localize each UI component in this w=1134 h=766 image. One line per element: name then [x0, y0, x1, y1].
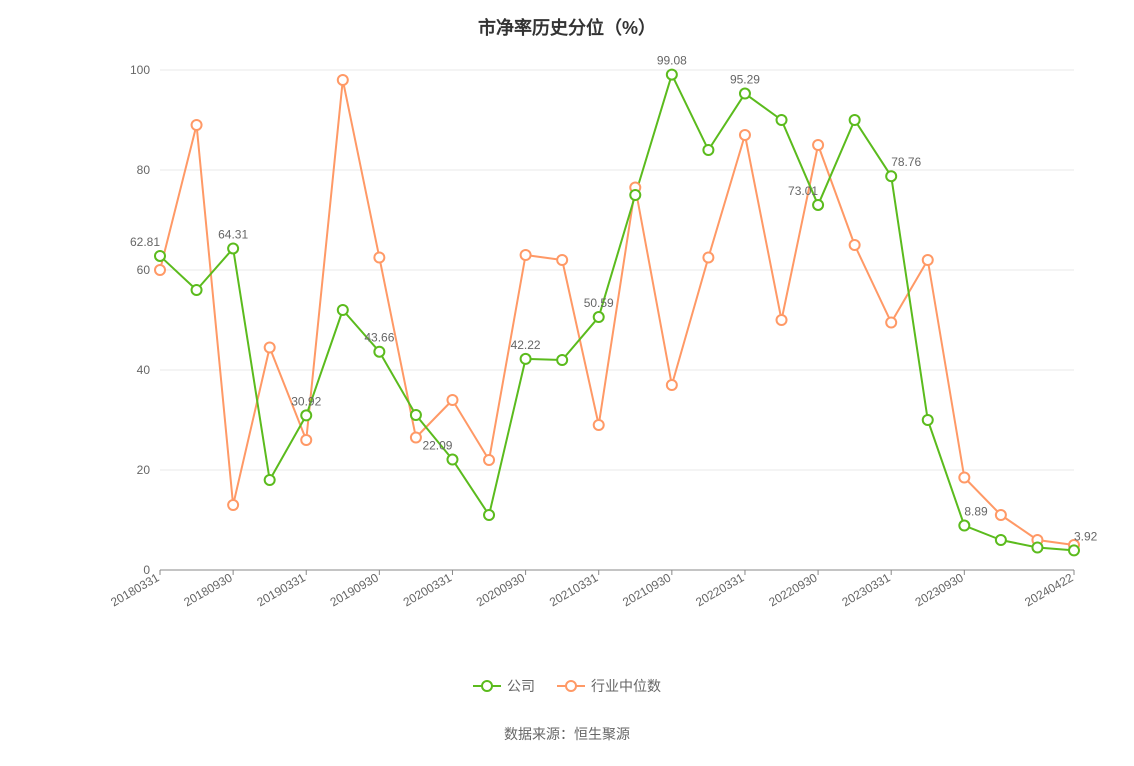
svg-text:20220331: 20220331 — [693, 570, 747, 609]
svg-text:20180331: 20180331 — [108, 570, 162, 609]
svg-text:20210331: 20210331 — [547, 570, 601, 609]
svg-text:20190930: 20190930 — [328, 570, 382, 609]
legend-label-industry: 行业中位数 — [591, 676, 661, 696]
svg-text:3.92: 3.92 — [1074, 529, 1098, 543]
legend-marker-industry — [557, 679, 585, 693]
svg-text:40: 40 — [137, 363, 151, 377]
svg-text:62.81: 62.81 — [130, 235, 160, 249]
svg-text:20: 20 — [137, 463, 151, 477]
legend-item-industry[interactable]: 行业中位数 — [557, 676, 661, 696]
svg-text:20190331: 20190331 — [255, 570, 309, 609]
svg-text:73.01: 73.01 — [788, 184, 818, 198]
svg-text:22.09: 22.09 — [422, 439, 452, 453]
svg-text:20200930: 20200930 — [474, 570, 528, 609]
svg-text:30.92: 30.92 — [291, 394, 321, 408]
chart-container: 市净率历史分位（%） 02040608010020180331201809302… — [0, 0, 1134, 766]
svg-text:20230331: 20230331 — [839, 570, 893, 609]
svg-text:64.31: 64.31 — [218, 227, 248, 241]
svg-text:43.66: 43.66 — [364, 331, 394, 345]
svg-text:20180930: 20180930 — [181, 570, 235, 609]
svg-text:42.22: 42.22 — [511, 338, 541, 352]
svg-text:20200331: 20200331 — [401, 570, 455, 609]
svg-text:99.08: 99.08 — [657, 54, 687, 68]
svg-text:50.59: 50.59 — [584, 296, 614, 310]
data-source-label: 数据来源：恒生聚源 — [0, 724, 1134, 744]
svg-text:60: 60 — [137, 263, 151, 277]
svg-text:78.76: 78.76 — [891, 155, 921, 169]
svg-text:80: 80 — [137, 163, 151, 177]
svg-text:8.89: 8.89 — [964, 505, 988, 519]
chart-plot-area: 0204060801002018033120180930201903312019… — [0, 0, 1134, 665]
svg-text:95.29: 95.29 — [730, 73, 760, 87]
legend-item-company[interactable]: 公司 — [473, 676, 535, 696]
svg-text:20240422: 20240422 — [1022, 570, 1076, 609]
svg-text:20220930: 20220930 — [766, 570, 820, 609]
svg-text:100: 100 — [130, 63, 150, 77]
legend-marker-company — [473, 679, 501, 693]
legend: 公司 行业中位数 — [0, 676, 1134, 696]
svg-text:20230930: 20230930 — [913, 570, 967, 609]
legend-label-company: 公司 — [507, 676, 535, 696]
svg-text:20210930: 20210930 — [620, 570, 674, 609]
